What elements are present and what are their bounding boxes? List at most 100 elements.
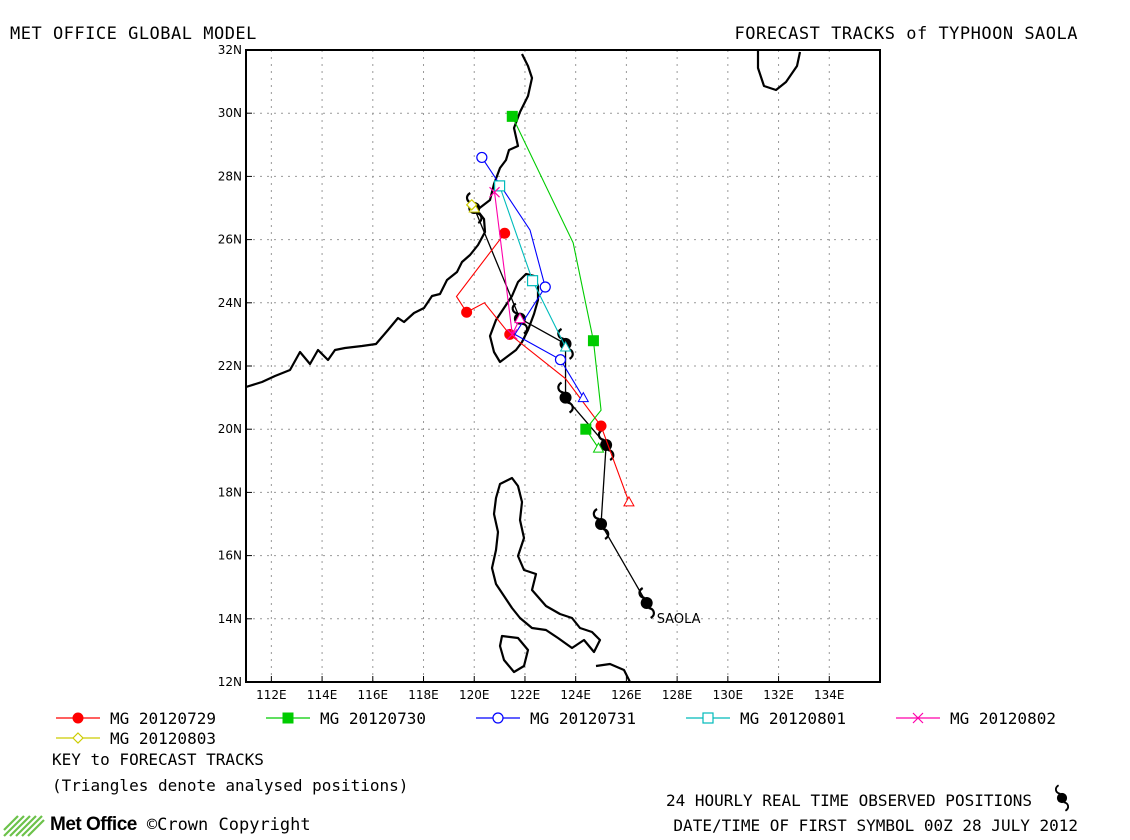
y-tick-label: 14N [218, 612, 242, 626]
legend-item: MG 20120731 [476, 709, 636, 728]
typhoon-symbol-icon [1054, 784, 1070, 812]
forecast-track-line [481, 157, 584, 398]
typhoon-symbol-icon [557, 381, 574, 414]
typhoon-symbol-core [1056, 792, 1068, 804]
typhoon-symbol-arm [557, 327, 564, 340]
track-marker [72, 732, 84, 744]
x-tick-label: 120E [459, 688, 490, 702]
track-marker [702, 712, 714, 724]
x-tick-label: 130E [713, 688, 744, 702]
legend: MG 20120729 MG 20120730 MG 20120731 MG 2012… [56, 709, 1056, 748]
taiwan-coast [488, 272, 540, 364]
typhoon-symbol-arm [602, 527, 610, 540]
typhoon-symbol-arm [521, 322, 529, 335]
observed-positions-note: 24 HOURLY REAL TIME OBSERVED POSITIONS [665, 791, 1032, 810]
typhoon-symbol-core [595, 518, 608, 530]
y-tick-label: 12N [218, 675, 242, 689]
x-tick-label: 124E [560, 688, 591, 702]
track-marker [465, 198, 478, 211]
track-marker [72, 712, 84, 724]
china-coast [246, 53, 534, 389]
legend-label: MG 20120731 [530, 709, 636, 728]
track-marker [282, 712, 294, 724]
met-office-logo-text: Met Office [50, 814, 137, 835]
typhoon-symbol-arm [592, 508, 600, 521]
coastline-map [246, 50, 802, 682]
y-tick-label: 28N [218, 169, 242, 183]
forecast-track [489, 186, 526, 340]
analysed-position-marker [623, 495, 635, 507]
track-marker [499, 227, 511, 239]
analysed-position-marker [592, 442, 605, 453]
track-marker [504, 328, 516, 340]
y-tick-label: 22N [218, 359, 242, 373]
analysed-position-marker [514, 312, 526, 324]
x-tick-label: 134E [814, 688, 845, 702]
met-office-logo: Met Office ©Crown Copyright [2, 812, 311, 838]
track-marker [539, 281, 551, 293]
y-tick-label: 24N [218, 296, 242, 310]
analysed-position-marker [559, 341, 572, 352]
y-tick-label: 26N [218, 233, 242, 247]
track-marker [506, 328, 518, 340]
track-marker [494, 180, 506, 192]
track-marker [580, 423, 592, 435]
x-tick-label: 114E [307, 688, 338, 702]
datetime-note: DATE/TIME OF FIRST SYMBOL 00Z 28 JULY 20… [673, 816, 1078, 835]
korea-coast [756, 50, 802, 92]
legend-item: MG 20120730 [266, 709, 426, 728]
x-tick-label: 112E [256, 688, 287, 702]
y-tick-label: 30N [218, 106, 242, 120]
track-marker [476, 151, 488, 164]
chart-title: FORECAST TRACKS of TYPHOON SAOLA [734, 24, 1078, 44]
storm-name-label: SAOLA [657, 612, 701, 627]
legend-label: MG 20120729 [110, 709, 216, 728]
track-marker [489, 186, 500, 198]
key-title: KEY to FORECAST TRACKS [52, 750, 264, 769]
met-office-logo-icon [3, 815, 45, 837]
y-tick-label: 32N [218, 43, 242, 57]
typhoon-symbol-icon [592, 508, 610, 540]
legend-item: MG 20120803 [56, 729, 216, 748]
observed-symbol-legend-icon [1054, 784, 1070, 812]
track-marker [506, 110, 518, 122]
track-marker [526, 275, 539, 287]
copyright-notice: ©Crown Copyright [146, 815, 311, 835]
typhoon-symbol-arm [1063, 801, 1070, 812]
forecast-track [476, 151, 590, 403]
model-title: MET OFFICE GLOBAL MODEL [10, 24, 257, 44]
legend-item: MG 20120802 [896, 709, 1056, 728]
typhoon-symbol-core [559, 391, 572, 404]
typhoon-symbol-arm [567, 401, 574, 414]
legend-label: MG 20120802 [950, 709, 1056, 728]
typhoon-symbol-icon [638, 587, 655, 619]
x-tick-label: 128E [662, 688, 693, 702]
typhoon-symbol-core [640, 597, 653, 609]
legend-label: MG 20120801 [740, 709, 846, 728]
samar-coast [595, 662, 631, 682]
typhoon-symbol-arm [638, 587, 645, 600]
legend-label: MG 20120803 [110, 729, 216, 748]
x-tick-label: 116E [358, 688, 389, 702]
x-tick-label: 132E [763, 688, 794, 702]
typhoon-symbol-arm [475, 211, 483, 224]
legend-label: MG 20120730 [320, 709, 426, 728]
y-tick-label: 20N [218, 422, 242, 436]
typhoon-symbol-arm [648, 606, 655, 619]
forecast-track [494, 180, 572, 352]
track-marker [912, 712, 924, 724]
analysed-position-marker [577, 391, 590, 403]
legend-item: MG 20120729 [56, 709, 216, 728]
key-note: (Triangles denote analysed positions) [52, 776, 409, 795]
typhoon-symbol-arm [511, 302, 519, 315]
x-tick-label: 118E [408, 688, 439, 702]
track-marker [492, 712, 504, 724]
forecast-track [465, 198, 481, 213]
track-marker [554, 354, 567, 366]
track-marker [587, 335, 599, 347]
track-marker [595, 420, 607, 432]
track-marker [461, 306, 473, 318]
x-tick-label: 126E [611, 688, 642, 702]
y-tick-label: 16N [218, 549, 242, 563]
